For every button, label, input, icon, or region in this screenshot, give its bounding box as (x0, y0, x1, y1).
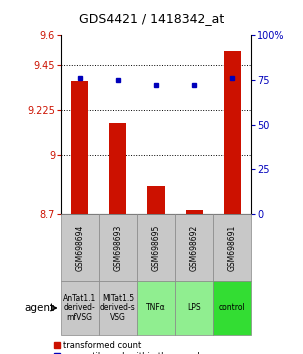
Text: GSM698693: GSM698693 (113, 224, 122, 271)
Text: control: control (219, 303, 246, 313)
Text: GSM698692: GSM698692 (190, 225, 199, 271)
Bar (61, 214, 99, 281)
Bar (137, 281, 175, 335)
Bar (175, 281, 213, 335)
Text: TNFα: TNFα (146, 303, 166, 313)
Bar (186, 210, 203, 214)
Text: GSM698694: GSM698694 (75, 224, 84, 271)
Bar (213, 214, 251, 281)
Legend: transformed count, percentile rank within the sample: transformed count, percentile rank withi… (52, 338, 208, 354)
Text: agent: agent (25, 303, 55, 313)
Bar (213, 281, 251, 335)
Text: LPS: LPS (188, 303, 201, 313)
Bar (99, 281, 137, 335)
Bar (109, 123, 126, 214)
Text: AnTat1.1
derived-
mfVSG: AnTat1.1 derived- mfVSG (63, 294, 96, 322)
Bar (175, 214, 213, 281)
Bar (148, 186, 165, 214)
Text: MITat1.5
derived-s
VSG: MITat1.5 derived-s VSG (100, 294, 136, 322)
Bar (71, 81, 88, 214)
Bar (224, 51, 241, 214)
Text: GSM698691: GSM698691 (228, 225, 237, 271)
Bar (61, 281, 99, 335)
Bar (137, 214, 175, 281)
Text: GSM698695: GSM698695 (152, 224, 161, 271)
Text: GDS4421 / 1418342_at: GDS4421 / 1418342_at (79, 12, 224, 25)
Bar (99, 214, 137, 281)
